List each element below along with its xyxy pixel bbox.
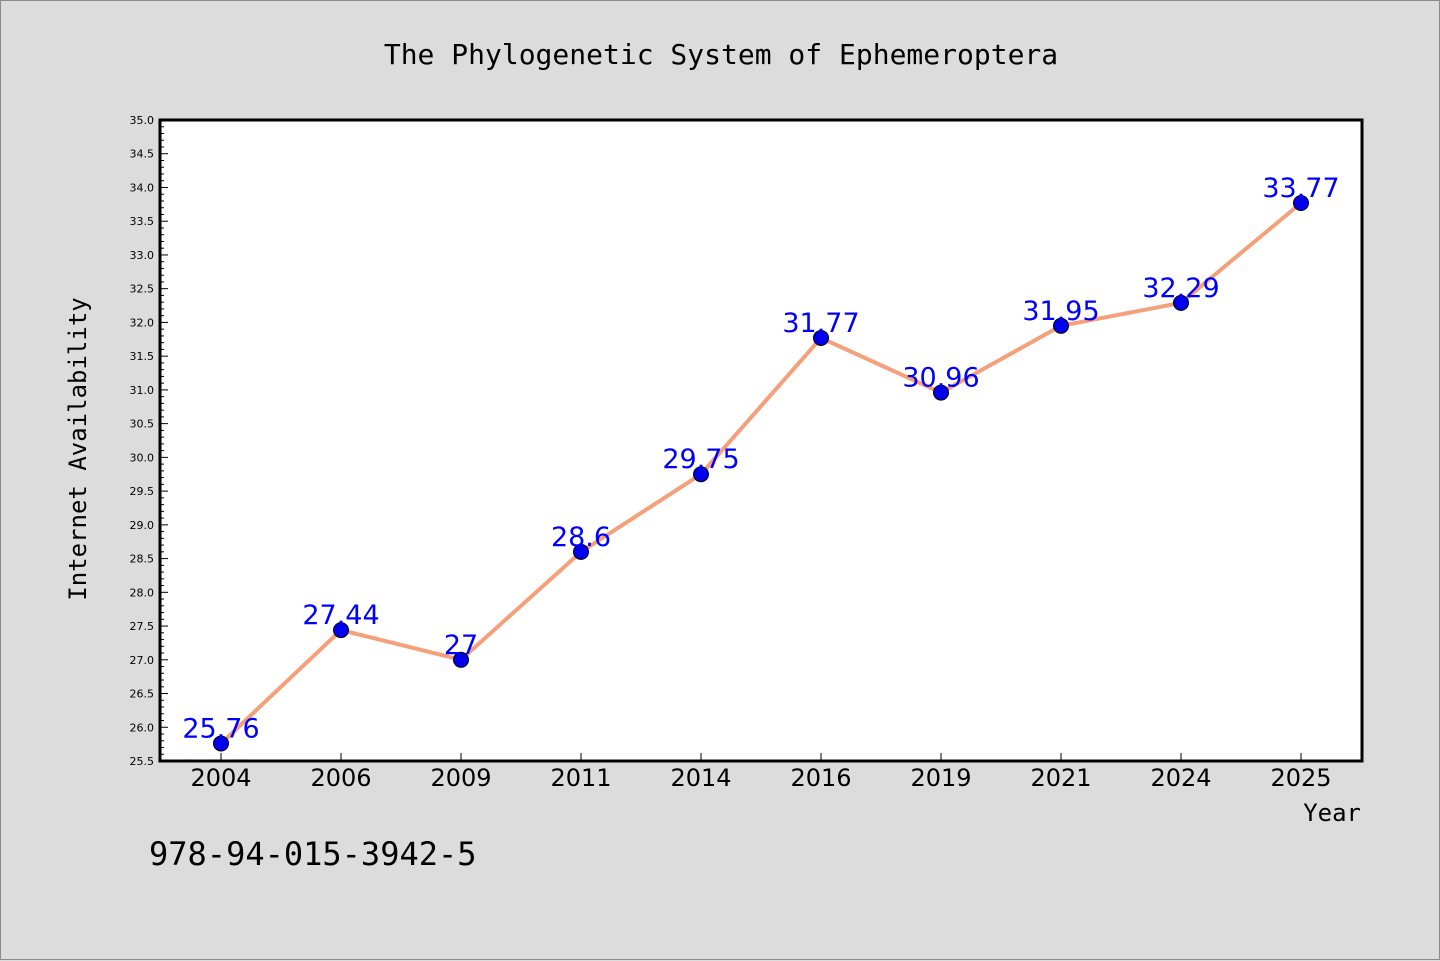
- y-tick-label: 32.0: [130, 316, 155, 329]
- y-tick-label: 34.0: [130, 181, 155, 194]
- y-tick-label: 28.0: [130, 586, 155, 599]
- data-point: [453, 651, 469, 668]
- y-tick-label: 31.5: [130, 350, 155, 363]
- x-tick-label: 2016: [790, 764, 851, 792]
- data-label: 31.77: [782, 308, 859, 339]
- data-point: [213, 735, 229, 752]
- y-tick-label: 31.0: [130, 384, 155, 397]
- data-point: [333, 622, 349, 639]
- data-point: [693, 466, 709, 483]
- y-axis-label: Internet Availability: [64, 297, 92, 600]
- y-axis: 25.5 26.0 26.5 27.0 27.5 28.0 28.5 29.0 29.5 30.0…: [130, 114, 168, 768]
- data-label: 27: [444, 630, 478, 661]
- y-tick-label: 32.5: [130, 283, 155, 296]
- x-tick-label: 2024: [1150, 764, 1211, 792]
- plot-area: [158, 118, 1364, 763]
- x-tick-label: 2021: [1030, 764, 1091, 792]
- y-tick-label: 28.5: [130, 553, 155, 566]
- y-tick-label: 29.0: [130, 519, 155, 532]
- data-point: [1053, 317, 1069, 334]
- data-label: 30.96: [902, 363, 979, 394]
- y-tick-label: 26.5: [130, 688, 155, 701]
- series-group: 25.76 27.44 27 28.6 29.75 31.77 30.96 31.95 32.2…: [182, 173, 1340, 752]
- data-point: [933, 384, 949, 401]
- x-tick-label: 2004: [190, 764, 251, 792]
- data-label: 31.95: [1022, 296, 1099, 327]
- x-tick-label: 2019: [910, 764, 971, 792]
- y-tick-label: 35.0: [130, 114, 155, 127]
- y-tick-label: 33.0: [130, 249, 155, 262]
- y-tick-label: 27.0: [130, 654, 155, 667]
- data-label: 33.77: [1262, 173, 1339, 204]
- y-tick-label: 30.0: [130, 451, 155, 464]
- data-label: 32.29: [1142, 273, 1219, 304]
- series-line: [219, 201, 1303, 745]
- x-tick-label: 2025: [1270, 764, 1331, 792]
- chart-title: The Phylogenetic System of Ephemeroptera: [384, 38, 1058, 71]
- data-point: [1293, 194, 1309, 211]
- x-tick-label: 2006: [310, 764, 371, 792]
- data-point: [813, 329, 829, 346]
- x-tick-label: 2011: [550, 764, 611, 792]
- y-tick-label: 25.5: [130, 755, 155, 768]
- data-label: 29.75: [662, 444, 739, 475]
- y-tick-label: 29.5: [130, 485, 155, 498]
- data-point: [573, 543, 589, 560]
- y-tick-label: 30.5: [130, 418, 155, 431]
- x-axis: 2004 2006 2009 2011 2014 2016 2019 2021 2024 2025: [190, 753, 1332, 792]
- y-tick-label: 27.5: [130, 620, 155, 633]
- data-label: 28.6: [551, 522, 611, 553]
- isbn-text: 978-94-015-3942-5: [149, 835, 477, 873]
- data-point: [1173, 294, 1189, 311]
- y-tick-label: 33.5: [130, 215, 155, 228]
- x-tick-label: 2009: [430, 764, 491, 792]
- y-tick-label: 26.0: [130, 721, 155, 734]
- x-axis-label: Year: [1303, 799, 1361, 827]
- data-label: 27.44: [302, 600, 379, 631]
- y-tick-label: 34.5: [130, 148, 155, 161]
- data-label: 25.76: [182, 713, 259, 744]
- x-tick-label: 2014: [670, 764, 731, 792]
